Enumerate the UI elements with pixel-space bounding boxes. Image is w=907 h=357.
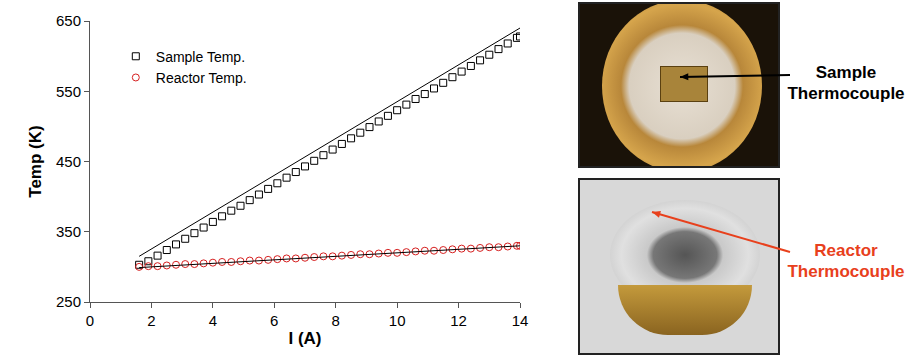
svg-text:2: 2 (147, 312, 155, 329)
html-text:Reactor Thermocouple: Reactor Thermocouple (787, 241, 905, 281)
svg-text:12: 12 (450, 312, 467, 329)
svg-text:650: 650 (56, 12, 81, 29)
svg-text:Sample Temp.: Sample Temp. (156, 49, 245, 65)
svg-text:450: 450 (56, 153, 81, 170)
svg-text:Temp (K): Temp (K) (26, 125, 45, 197)
svg-text:10: 10 (389, 312, 406, 329)
svg-text:I (A): I (A) (288, 329, 321, 348)
svg-text:8: 8 (332, 312, 340, 329)
svg-text:Reactor Temp.: Reactor Temp. (156, 70, 247, 86)
html-text:Sample Thermocouple: Sample Thermocouple (787, 63, 905, 103)
svg-text:350: 350 (56, 223, 81, 240)
svg-text:250: 250 (56, 293, 81, 310)
svg-text:4: 4 (209, 312, 217, 329)
svg-text:550: 550 (56, 83, 81, 100)
svg-text:14: 14 (512, 312, 529, 329)
svg-text:6: 6 (270, 312, 278, 329)
svg-text:0: 0 (86, 312, 94, 329)
